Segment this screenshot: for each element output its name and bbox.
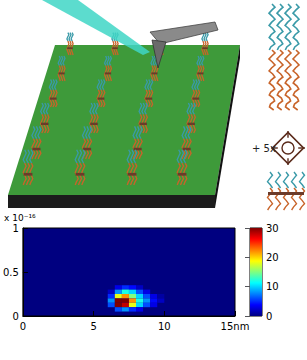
svg-text:0: 0 <box>266 311 272 322</box>
svg-text:x 10⁻¹⁶: x 10⁻¹⁶ <box>4 213 36 223</box>
svg-text:5: 5 <box>90 321 96 332</box>
svg-text:30: 30 <box>266 223 279 234</box>
svg-text:20: 20 <box>266 252 279 263</box>
svg-text:10: 10 <box>266 281 279 292</box>
svg-text:0: 0 <box>13 311 19 322</box>
svg-text:0.5: 0.5 <box>3 267 19 278</box>
svg-text:15nm: 15nm <box>221 321 250 332</box>
svg-text:1: 1 <box>13 223 19 234</box>
svg-text:+ 5x: + 5x <box>252 143 276 154</box>
svg-text:10: 10 <box>158 321 171 332</box>
svg-text:0: 0 <box>20 321 26 332</box>
